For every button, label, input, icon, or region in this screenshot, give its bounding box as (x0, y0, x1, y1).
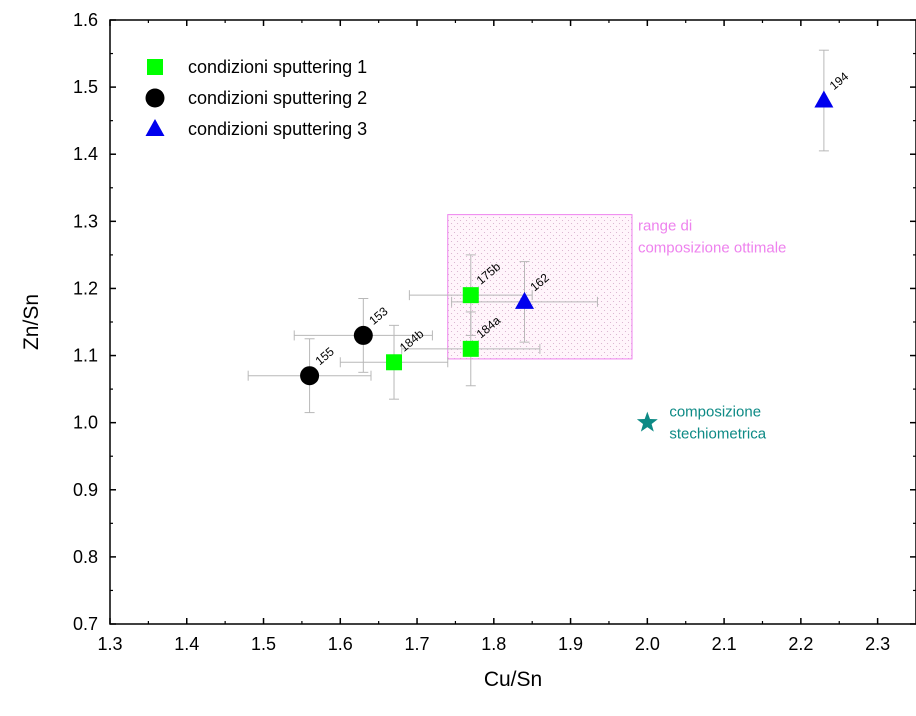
legend-marker-square (147, 59, 163, 75)
y-tick-label: 1.2 (73, 278, 98, 298)
y-tick-label: 0.8 (73, 547, 98, 567)
x-tick-label: 1.6 (328, 634, 353, 654)
stoichiometric-label: composizione (669, 404, 761, 421)
y-tick-label: 1.0 (73, 413, 98, 433)
optimal-range-label: composizione ottimale (638, 240, 786, 257)
x-tick-label: 1.3 (97, 634, 122, 654)
stoichiometric-label: stechiometrica (669, 426, 766, 443)
x-tick-label: 1.8 (481, 634, 506, 654)
y-tick-label: 1.6 (73, 10, 98, 30)
data-point-triangle (515, 291, 535, 309)
x-tick-label: 1.7 (405, 634, 430, 654)
y-tick-label: 1.3 (73, 211, 98, 231)
data-point-triangle (814, 90, 834, 108)
point-label: 194 (827, 69, 852, 93)
data-point-circle (353, 325, 373, 345)
x-tick-label: 2.1 (712, 634, 737, 654)
stoichiometric-star-marker (636, 411, 658, 432)
y-tick-label: 0.7 (73, 614, 98, 634)
x-tick-label: 1.4 (174, 634, 199, 654)
legend-label: condizioni sputtering 3 (188, 119, 367, 139)
y-axis-title: Zn/Sn (20, 294, 43, 350)
y-tick-label: 0.9 (73, 480, 98, 500)
data-point-square (462, 287, 479, 304)
legend-label: condizioni sputtering 2 (188, 88, 367, 108)
x-tick-label: 1.5 (251, 634, 276, 654)
optimal-range-region (447, 214, 633, 360)
data-point-square (462, 340, 479, 357)
x-tick-label: 2.2 (788, 634, 813, 654)
x-axis-title: Cu/Sn (484, 668, 542, 691)
x-tick-label: 2.0 (635, 634, 660, 654)
data-point-circle (300, 366, 320, 386)
y-tick-label: 1.1 (73, 346, 98, 366)
data-point-square (386, 354, 403, 371)
legend-label: condizioni sputtering 1 (188, 57, 367, 77)
x-tick-label: 1.9 (558, 634, 583, 654)
point-label: 184b (397, 326, 427, 354)
x-tick-label: 2.3 (865, 634, 890, 654)
point-label: 153 (366, 304, 391, 328)
y-tick-label: 1.4 (73, 144, 98, 164)
optimal-range-label: range di (638, 218, 692, 235)
point-label: 155 (313, 344, 338, 368)
legend-marker-triangle (145, 119, 165, 136)
legend-marker-circle (145, 88, 165, 108)
y-tick-label: 1.5 (73, 77, 98, 97)
